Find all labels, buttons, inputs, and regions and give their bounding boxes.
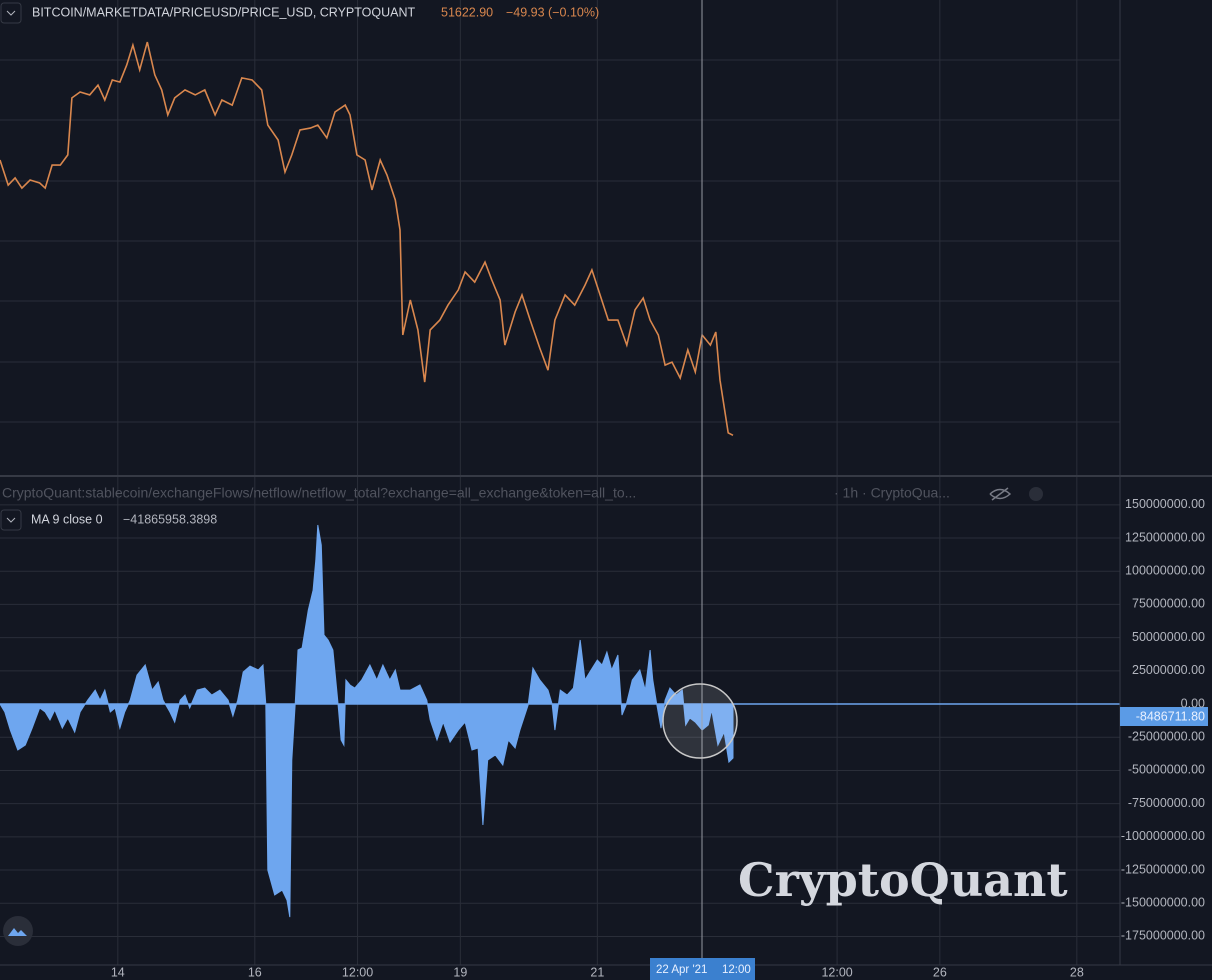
crosshair-date: 22 Apr '21: [656, 964, 707, 976]
y-tick-label: -75000000.00: [1128, 796, 1205, 810]
netflow-area: [0, 524, 734, 918]
y-tick-label: -100000000.00: [1121, 829, 1205, 843]
y-tick-label: 75000000.00: [1132, 597, 1205, 611]
y-tick-label: 150000000.00: [1125, 497, 1205, 511]
y-tick-label: -50000000.00: [1128, 763, 1205, 777]
logo-button[interactable]: [3, 916, 33, 946]
y-tick-label: -125000000.00: [1121, 862, 1205, 876]
x-tick-label: 12:00: [342, 965, 373, 979]
y-tick-label: 125000000.00: [1125, 530, 1205, 544]
y-tick-label: 100000000.00: [1125, 564, 1205, 578]
x-tick-label: 26: [933, 965, 947, 979]
collapse-button[interactable]: [0, 509, 22, 531]
last-value-box: [1120, 707, 1208, 726]
last-value-label: -8486711.80: [1136, 709, 1205, 723]
chevron: [6, 10, 16, 16]
watermark: CryptoQuant: [738, 853, 1068, 907]
x-tick-label: 28: [1070, 965, 1084, 979]
logo-icon: [8, 928, 27, 936]
last-price: 51622.90: [441, 5, 493, 19]
y-tick-label: -150000000.00: [1121, 896, 1205, 910]
y-tick-label: 0.00: [1181, 696, 1205, 710]
x-tick-label: 16: [248, 965, 262, 979]
hide-icon[interactable]: [989, 487, 1012, 501]
collapse-button[interactable]: [0, 2, 22, 24]
y-tick-label: 25000000.00: [1132, 663, 1205, 677]
highlight-circle: [662, 683, 738, 759]
x-tick-label: 21: [590, 965, 604, 979]
y-tick-label: -25000000.00: [1128, 730, 1205, 744]
settings-icon[interactable]: [1029, 487, 1043, 501]
indicator-source: · 1h · CryptoQua...: [834, 485, 950, 501]
indicator-title: CryptoQuant:stablecoin/exchangeFlows/net…: [2, 485, 636, 501]
x-tick-label: 12:00: [821, 965, 852, 979]
indicator-value: −41865958.3898: [123, 512, 217, 526]
crosshair-time-box: [650, 958, 755, 980]
crosshair-time: 12:00: [722, 964, 751, 976]
price-change: −49.93 (−0.10%): [506, 5, 599, 19]
indicator-name: MA 9 close 0: [31, 512, 103, 526]
series-title: BITCOIN/MARKETDATA/PRICEUSD/PRICE_USD, C…: [32, 5, 416, 19]
grid: [0, 0, 1120, 965]
x-tick-label: 19: [453, 965, 467, 979]
price-line: [0, 41, 734, 437]
y-tick-label: -175000000.00: [1121, 929, 1205, 943]
x-tick-label: 14: [111, 965, 125, 979]
chevron: [6, 517, 16, 523]
marks: [0, 41, 1120, 918]
y-tick-label: 50000000.00: [1132, 630, 1205, 644]
